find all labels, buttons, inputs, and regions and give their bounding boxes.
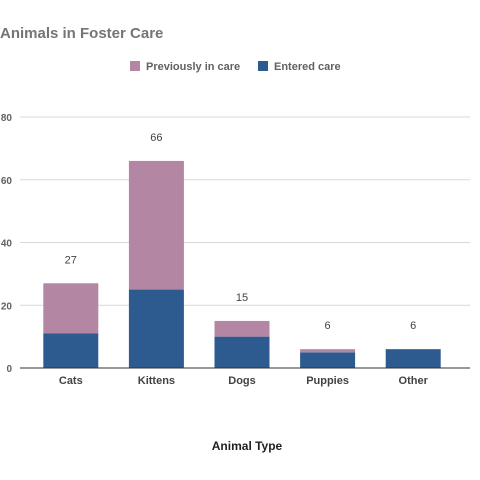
y-tick-label-40: 40 xyxy=(1,239,13,250)
legend-swatch-previously-in-care xyxy=(130,61,140,71)
gridlines xyxy=(20,116,470,306)
x-axis-categories: Cats Kittens Dogs Puppies Other xyxy=(59,375,429,387)
y-axis-ticks: 0 20 40 60 80 xyxy=(1,113,13,375)
total-label-cats: 27 xyxy=(65,254,77,266)
legend: Previously in care Entered care xyxy=(130,61,341,73)
bar-other-entered-care xyxy=(385,349,441,368)
total-label-kittens: 66 xyxy=(150,132,162,144)
bar-puppies-entered-care xyxy=(300,352,356,368)
x-tick-label-puppies: Puppies xyxy=(306,375,349,387)
x-tick-label-dogs: Dogs xyxy=(228,375,256,387)
total-label-puppies: 6 xyxy=(325,320,331,332)
legend-swatch-entered-care xyxy=(258,61,268,71)
x-tick-label-other: Other xyxy=(399,375,429,387)
bar-cats-previously-in-care xyxy=(43,283,99,334)
y-tick-label-0: 0 xyxy=(6,364,12,375)
legend-label-previously-in-care: Previously in care xyxy=(146,61,240,73)
bar-cats-entered-care xyxy=(43,333,99,368)
bars xyxy=(43,160,441,368)
bar-puppies-previously-in-care xyxy=(300,349,356,353)
chart-title: Animals in Foster Care xyxy=(0,25,163,42)
y-tick-label-60: 60 xyxy=(1,176,13,187)
total-label-dogs: 15 xyxy=(236,292,248,304)
x-tick-label-cats: Cats xyxy=(59,375,83,387)
x-axis-title: Animal Type xyxy=(212,439,283,453)
y-tick-label-80: 80 xyxy=(1,113,13,124)
x-tick-label-kittens: Kittens xyxy=(138,375,175,387)
y-tick-label-20: 20 xyxy=(1,301,13,312)
bar-kittens-previously-in-care xyxy=(128,160,184,290)
total-label-other: 6 xyxy=(410,320,416,332)
bar-dogs-previously-in-care xyxy=(214,320,270,337)
bar-kittens-entered-care xyxy=(128,289,184,368)
legend-label-entered-care: Entered care xyxy=(274,61,341,73)
bar-dogs-entered-care xyxy=(214,336,270,368)
